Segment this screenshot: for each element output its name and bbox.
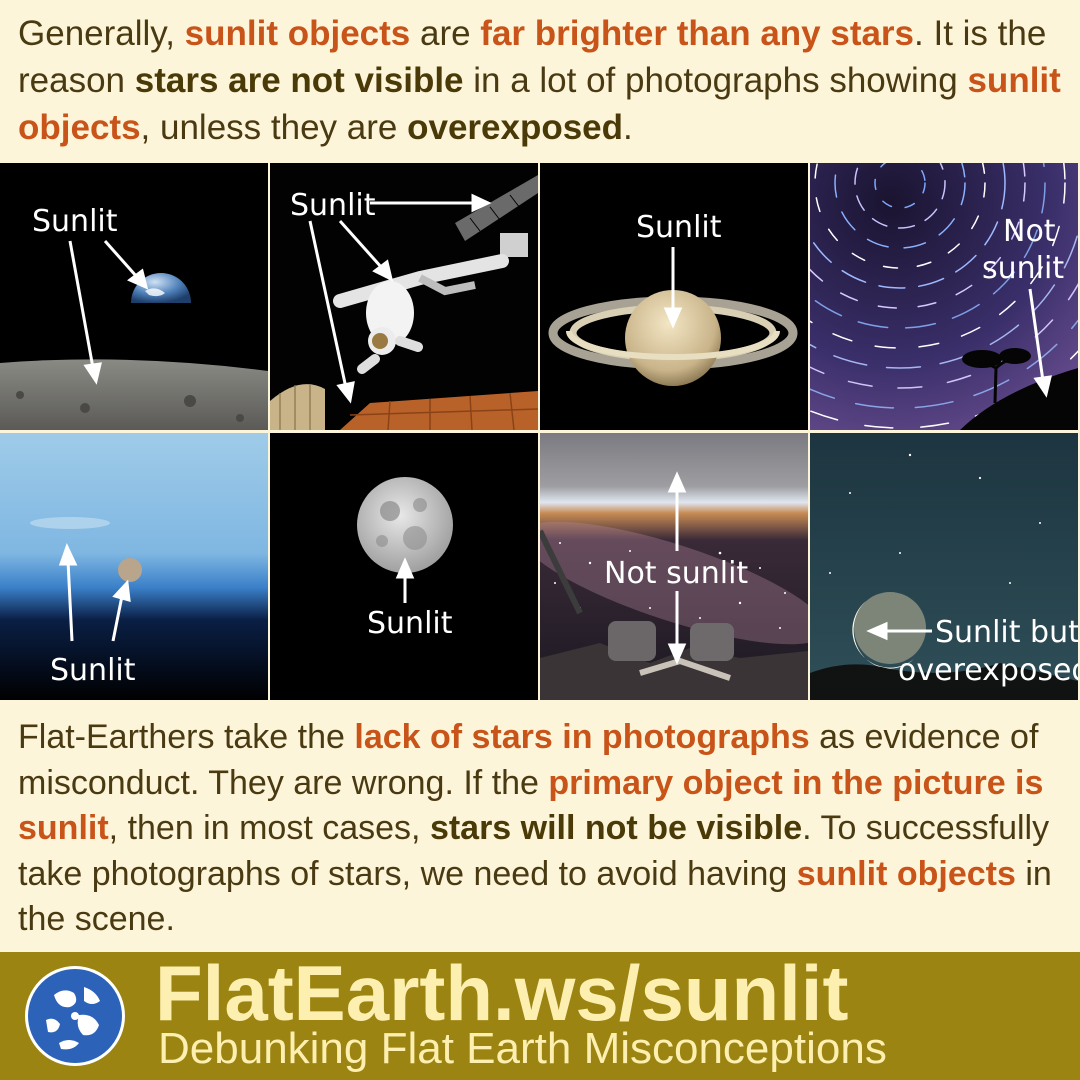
intro-text: , unless they are — [140, 108, 408, 147]
outro-text: . To successfully take photographs of st… — [18, 809, 1050, 893]
label-sunlit: Sunlit — [367, 606, 453, 641]
footer-banner: FlatEarth.ws/sunlit Debunking Flat Earth… — [0, 949, 1080, 1080]
milky-way-band — [540, 521, 808, 645]
saturn-scene: Sunlit — [540, 163, 808, 430]
earthrise-scene: Sunlit — [0, 163, 268, 430]
label-not-sunlit: Not sunlit — [604, 556, 748, 591]
star-trails — [810, 163, 1078, 430]
label-sunlit-but: Sunlit but — [935, 615, 1078, 650]
photo-full-moon: Sunlit — [270, 433, 538, 700]
star-trails-scene: Not sunlit — [810, 163, 1078, 430]
outro-text: , then in most cases, — [108, 809, 430, 847]
intro-text: in a lot of photographs showing — [463, 61, 968, 100]
tagline: Debunking Flat Earth Misconceptions — [158, 1024, 887, 1073]
earth-horizon-scene: Sunlit — [0, 433, 268, 700]
hillside — [810, 663, 1078, 700]
site-url: FlatEarth.ws/sunlit — [155, 949, 849, 1037]
intro-highlight: overexposed — [407, 108, 624, 147]
photo-iss-milky-way: Not sunlit — [540, 433, 808, 700]
photo-earth-horizon: Sunlit — [0, 433, 268, 700]
outro-highlight: sunlit objects — [796, 854, 1016, 893]
module — [500, 233, 528, 257]
arrow — [1028, 288, 1052, 398]
solar-array — [455, 175, 538, 241]
label-sunlit: Sunlit — [32, 204, 118, 239]
intro-highlight: sunlit objects — [184, 14, 411, 53]
photo-astronaut: Sunlit — [270, 163, 538, 430]
arrow — [866, 621, 932, 641]
full-moon — [357, 477, 453, 573]
intro-text: are — [410, 14, 481, 53]
outro-text: as evidence of misconduct. They are wron… — [18, 718, 1039, 802]
photo-earthrise: Sunlit — [0, 163, 268, 430]
intro-text: . — [623, 108, 633, 147]
photo-saturn: Sunlit — [540, 163, 808, 430]
arrows — [68, 240, 149, 385]
iss-milky-way-scene: Not sunlit — [540, 433, 808, 700]
intro-text: Generally, — [18, 14, 185, 53]
full-moon-scene: Sunlit — [270, 433, 538, 700]
label-sunlit: Sunlit — [50, 653, 136, 688]
arrow — [663, 247, 683, 329]
stars — [829, 453, 1041, 584]
orange-panel — [340, 391, 538, 430]
outro-text: in the scene. — [18, 854, 1052, 939]
earth — [131, 273, 191, 303]
outro-highlight: primary object in the picture is sunlit — [18, 763, 1044, 848]
label-overexposed: overexposed — [898, 653, 1078, 688]
photo-star-trails: Not sunlit — [810, 163, 1078, 430]
photo-grid: Sunlit — [0, 163, 1080, 701]
crescent-moon-scene: Sunlit but overexposed — [810, 433, 1078, 700]
intro-paragraph: Generally, sunlit objects are far bright… — [18, 10, 1068, 151]
intro-highlight: stars are not visible — [134, 61, 464, 100]
arrows — [58, 543, 131, 642]
outro-highlight: lack of stars in photographs — [354, 718, 810, 756]
intro-highlight: far brighter than any stars — [480, 14, 915, 53]
earthshine-moon — [854, 592, 926, 664]
arrows — [667, 471, 687, 665]
arrows — [308, 193, 492, 404]
lunar-surface — [0, 359, 268, 430]
arrow — [395, 557, 415, 603]
intro-text: . It is the reason — [18, 14, 1047, 100]
intro-highlight: sunlit objects — [18, 61, 1061, 147]
label-not: Not — [1003, 214, 1056, 249]
iss-structure — [540, 643, 808, 700]
photo-crescent-moon: Sunlit but overexposed — [810, 433, 1078, 700]
foreground-structure — [270, 384, 325, 430]
outro-paragraph: Flat-Earthers take the lack of stars in … — [18, 715, 1068, 943]
saturn — [625, 290, 721, 386]
label-sunlit: sunlit — [982, 251, 1064, 286]
globe-logo-icon — [25, 966, 125, 1066]
astronaut-scene: Sunlit — [270, 163, 538, 430]
label-sunlit: Sunlit — [636, 210, 722, 245]
moon — [118, 558, 142, 582]
label-sunlit: Sunlit — [290, 188, 376, 223]
outro-text: Flat-Earthers take the — [18, 718, 355, 756]
outro-highlight: stars will not be visible — [429, 809, 803, 847]
